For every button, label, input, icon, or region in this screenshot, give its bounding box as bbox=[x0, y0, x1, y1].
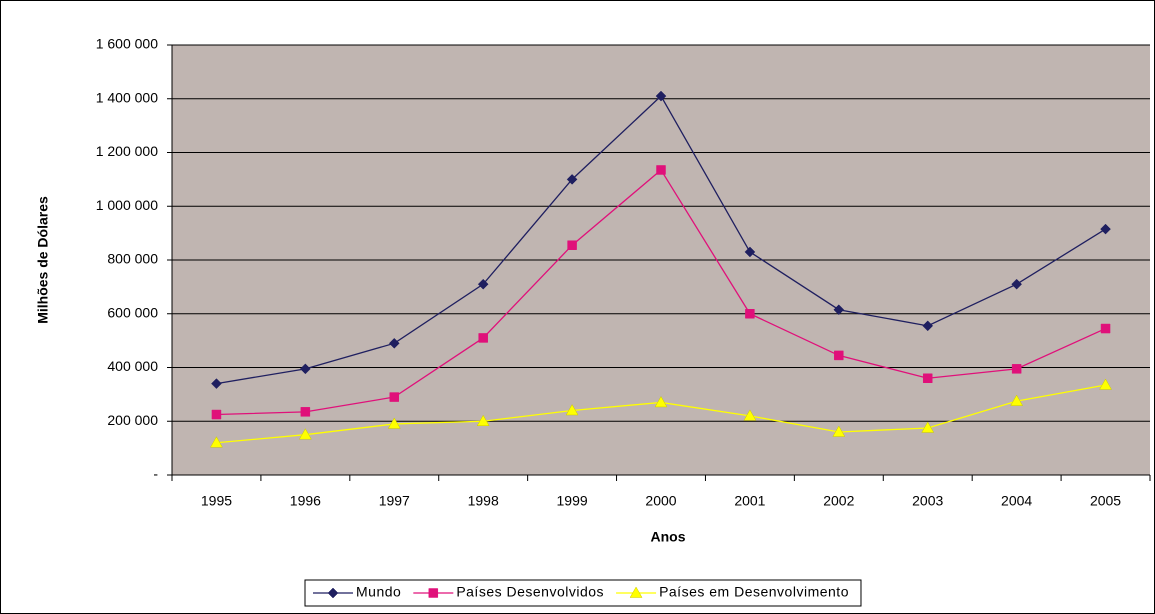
x-tick-label: 2000 bbox=[645, 493, 676, 509]
legend-marker bbox=[327, 587, 339, 599]
data-point bbox=[743, 409, 757, 421]
data-point bbox=[654, 395, 668, 408]
legend: Mundo Países Desenvolvidos Países em Desen… bbox=[304, 579, 862, 607]
y-axis-label: Milhões de Dólares bbox=[35, 196, 51, 324]
data-point bbox=[1011, 364, 1022, 374]
data-point bbox=[566, 174, 578, 185]
y-tick-label: 1 400 000 bbox=[96, 89, 158, 105]
y-tick-label: 600 000 bbox=[107, 304, 158, 320]
x-tick-label: 2005 bbox=[1090, 493, 1121, 509]
x-tick-label: 1998 bbox=[468, 493, 499, 509]
data-point bbox=[922, 373, 933, 383]
legend-marker bbox=[428, 588, 439, 598]
data-point bbox=[388, 337, 400, 349]
y-tick-label: 1 600 000 bbox=[96, 36, 158, 52]
data-point bbox=[1099, 378, 1112, 390]
data-point bbox=[477, 278, 489, 290]
x-tick-label: 2001 bbox=[734, 493, 765, 509]
data-point bbox=[298, 428, 312, 440]
data-point bbox=[832, 425, 846, 437]
data-point bbox=[656, 165, 666, 175]
data-point bbox=[833, 304, 845, 316]
y-tick-label: 1 000 000 bbox=[96, 197, 158, 213]
data-point bbox=[1010, 394, 1024, 406]
legend-box bbox=[304, 579, 862, 607]
y-tick-label: 1 200 000 bbox=[96, 143, 158, 159]
data-point bbox=[478, 333, 488, 343]
data-point bbox=[300, 407, 311, 417]
x-tick-label: 2003 bbox=[912, 493, 943, 509]
legend-marker bbox=[629, 586, 643, 598]
legend-label: Países em Desenvolvimento bbox=[659, 584, 849, 600]
data-point bbox=[387, 417, 401, 429]
data-point bbox=[744, 246, 756, 258]
y-tick-label: - bbox=[153, 466, 158, 482]
x-tick-label: 1996 bbox=[290, 493, 321, 509]
data-point bbox=[922, 320, 934, 332]
data-point bbox=[389, 392, 400, 402]
y-tick-label: 400 000 bbox=[107, 358, 158, 374]
x-tick-label: 2004 bbox=[1001, 493, 1032, 509]
data-point bbox=[1100, 223, 1111, 235]
x-tick-label: 1999 bbox=[557, 493, 588, 509]
x-tick-label: 1995 bbox=[201, 493, 232, 509]
legend-label: Países Desenvolvidos bbox=[456, 584, 604, 600]
data-point bbox=[565, 403, 579, 416]
data-point bbox=[476, 414, 490, 426]
data-point bbox=[211, 378, 222, 389]
data-point bbox=[745, 309, 755, 319]
x-tick-label: 1997 bbox=[379, 493, 410, 509]
data-point bbox=[834, 350, 844, 361]
x-tick-label: 2002 bbox=[823, 493, 854, 509]
legend-label: Mundo bbox=[356, 584, 401, 600]
data-point bbox=[211, 409, 222, 420]
data-point bbox=[567, 240, 577, 250]
data-point bbox=[1011, 278, 1022, 290]
x-axis-label: Anos bbox=[651, 529, 686, 545]
data-point bbox=[210, 436, 223, 448]
data-point bbox=[300, 363, 311, 375]
y-tick-label: 800 000 bbox=[107, 251, 158, 267]
data-point bbox=[921, 421, 935, 433]
data-point bbox=[655, 90, 667, 102]
y-tick-label: 200 000 bbox=[107, 412, 158, 428]
data-point bbox=[1100, 323, 1111, 334]
